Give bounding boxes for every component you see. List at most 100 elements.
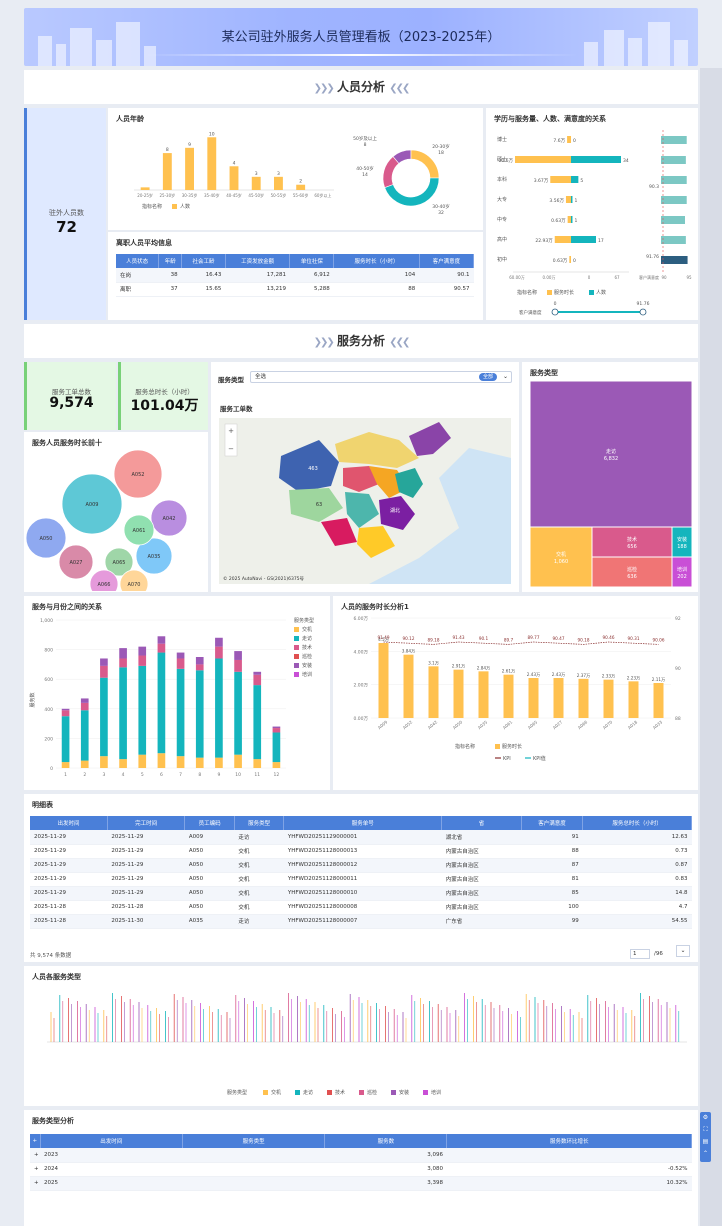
bubble	[113, 449, 163, 499]
column-header[interactable]: 服务数	[324, 1134, 448, 1148]
table-cell: 内蒙古自治区	[441, 900, 522, 915]
table-row[interactable]: +2024 3,080 -0.52%	[30, 1162, 692, 1177]
age-bar-chart: 20-25岁 8 25-30岁 9 30-35岁 10 35-40岁 4 40-45岁 3 45-5…	[134, 131, 334, 210]
chevron-right-icon: ❯❯❯	[313, 337, 335, 348]
column-header[interactable]: 服务类型	[182, 1134, 326, 1148]
column-header[interactable]: 省	[441, 816, 522, 830]
treemap-cell	[530, 526, 593, 587]
x-tick-label: A050	[452, 719, 464, 730]
table-row[interactable]: 2025-11-28 2025-11-30 A035 走访 YHFWD202511280…	[30, 914, 692, 929]
table-row[interactable]: 2025-11-28 2025-11-28 A050 交机 YHFWD202511280…	[30, 900, 692, 915]
age-chart-panel: 人员年龄 20-25岁 8 25-30岁 9 30-35岁 10 35-40岁 4 40-45岁…	[108, 108, 483, 230]
bubble	[58, 544, 94, 580]
expand-all-icon[interactable]: +	[30, 1134, 41, 1148]
table-row[interactable]: +2025 3,398 10.32%	[30, 1176, 692, 1191]
column-header[interactable]: 年龄	[158, 254, 183, 268]
edu-bar-count-label: 17	[598, 238, 604, 244]
page-input[interactable]: 1	[630, 949, 650, 959]
table-cell: 内蒙古自治区	[441, 858, 522, 873]
age-bar-label: 8	[166, 147, 169, 153]
settings-icon[interactable]: ⚙	[702, 1114, 709, 1121]
table-cell: 湖北省	[441, 830, 522, 845]
x-tick-label: 9	[217, 772, 220, 778]
month-bar-segment	[80, 702, 89, 711]
y-tick-label: 200	[44, 736, 53, 742]
edu-bar-satisfaction	[661, 256, 688, 264]
edu-bar-hours-label: 3.67万	[534, 178, 549, 184]
donut-label: 40-50岁	[356, 165, 374, 172]
section-label: 人员分析	[336, 80, 385, 94]
scrollbar[interactable]	[700, 68, 722, 1226]
table-row[interactable]: 2025-11-29 2025-11-29 A050 交机 YHFWD202511280…	[30, 886, 692, 901]
slider-handle[interactable]	[551, 308, 559, 316]
slider-handle[interactable]	[639, 308, 647, 316]
treemap-value: 6,832	[604, 456, 618, 462]
edu-bar-count-label: 5	[580, 178, 583, 184]
column-header[interactable]: 员工编码	[184, 816, 235, 830]
edu-bar-hours	[569, 256, 571, 263]
column-header[interactable]: 服务数环比增长	[446, 1134, 692, 1148]
column-header[interactable]: 工资发放金额	[225, 254, 291, 268]
table-cell: YHFWD20251128000010	[283, 886, 442, 901]
donut-slice	[384, 177, 440, 207]
floating-toolbox[interactable]: ⚙ ⛶ ▤ ⌃	[700, 1112, 711, 1162]
table-cell: 37	[158, 282, 182, 297]
edu-bar-hours	[554, 236, 571, 243]
expand-row-icon[interactable]: +	[30, 1162, 40, 1177]
table-row[interactable]: +2023 3,096	[30, 1148, 692, 1163]
table-cell: 内蒙古自治区	[441, 872, 522, 887]
edu-row-label: 高中	[497, 236, 507, 243]
table-cell	[182, 1162, 325, 1177]
column-header[interactable]: 出发时间	[30, 816, 108, 830]
chart-title: 学历与服务量、人数、满意度的关系	[494, 115, 606, 123]
china-map[interactable]: 463 63 湖北 + − © 2025 AutoNavi - GS(2021)6375号	[219, 418, 511, 584]
table-cell: 15.65	[181, 282, 226, 297]
edu-sat-label: 91.76	[646, 254, 659, 260]
column-header[interactable]: 服务时长（小时）	[333, 254, 420, 268]
table-cell: YHFWD20251128000011	[283, 872, 442, 887]
service-type-select[interactable]: 全选 全部 ⌄	[250, 371, 512, 383]
column-header[interactable]: 人员状态	[116, 254, 160, 268]
table-cell: A050	[184, 844, 235, 859]
y-tick-label: 600	[44, 677, 53, 683]
table-cell: 88	[521, 844, 583, 859]
expand-row-icon[interactable]: +	[30, 1148, 40, 1163]
map-province	[343, 466, 379, 492]
table-row[interactable]: 2025-11-29 2025-11-29 A050 交机 YHFWD202511280…	[30, 872, 692, 887]
table-cell: 交机	[234, 886, 284, 901]
table-row: 在岗 38 16.43 17,281 6,912 104 90.1	[116, 268, 474, 283]
column-header[interactable]: 单位社保	[289, 254, 335, 268]
column-header[interactable]: 服务总时长（小时）	[582, 816, 692, 830]
table-cell: 4.7	[582, 900, 692, 915]
column-header[interactable]: 客户满意度	[521, 816, 584, 830]
legend-title: 指标名称	[142, 203, 162, 210]
table-cell: 2025-11-29	[107, 886, 185, 901]
x-tick-label: A052	[402, 719, 414, 730]
map-zoom-control[interactable]	[224, 423, 238, 457]
column-header[interactable]: 完工时间	[107, 816, 186, 830]
legend-title: 服务类型	[294, 617, 314, 624]
collapse-icon[interactable]: ⌃	[702, 1150, 709, 1157]
column-header[interactable]: 客户满意度	[419, 254, 475, 268]
table-header-row: + 出发时间 服务类型 服务数 服务数环比增长	[30, 1134, 692, 1148]
month-bar-segment	[215, 658, 223, 758]
table-row[interactable]: 2025-11-29 2025-11-29 A050 交机 YHFWD202511280…	[30, 858, 692, 873]
expand-row-icon[interactable]: +	[30, 1176, 40, 1191]
legend-label: 安装	[399, 1089, 409, 1096]
column-header[interactable]: 服务单号	[283, 816, 443, 830]
legend-label: 交机	[271, 1089, 281, 1096]
column-header[interactable]: 出发时间	[40, 1134, 183, 1148]
export-icon[interactable]: ▤	[702, 1138, 709, 1145]
column-header[interactable]: 社会工龄	[181, 254, 226, 268]
month-bar-segment	[234, 651, 242, 660]
page-size-dropdown[interactable]: ⌄	[676, 945, 690, 957]
table-row[interactable]: 2025-11-29 2025-11-29 A009 走访 YHFWD202511290…	[30, 830, 692, 845]
fullscreen-icon[interactable]: ⛶	[703, 1126, 708, 1133]
map-province-label: 463	[308, 466, 318, 472]
column-header[interactable]: 服务类型	[234, 816, 285, 830]
month-bar-segment	[61, 762, 70, 768]
table-row[interactable]: 2025-11-29 2025-11-29 A050 交机 YHFWD202511280…	[30, 844, 692, 859]
